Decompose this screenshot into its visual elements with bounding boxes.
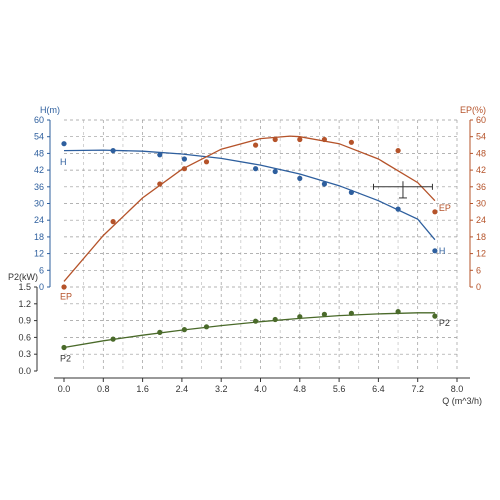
tick-label-ep: 48 xyxy=(476,148,486,158)
data-point-ep xyxy=(110,219,116,225)
data-point-h xyxy=(348,189,354,195)
data-point-p2 xyxy=(297,314,303,320)
tick-label-ep: 0 xyxy=(476,282,481,292)
data-point-p2 xyxy=(432,313,438,319)
tick-label-ep: 54 xyxy=(476,132,486,142)
data-point-h xyxy=(181,156,187,162)
data-point-ep xyxy=(253,142,259,148)
data-point-p2 xyxy=(272,316,278,323)
data-point-h xyxy=(157,152,163,158)
tick-label-p2: 0.3 xyxy=(18,349,31,359)
tick-label-p2: 0.0 xyxy=(18,366,31,376)
data-point-p2 xyxy=(61,344,67,351)
tick-label-h: 48 xyxy=(34,148,44,158)
tick-label-ep: 6 xyxy=(476,265,481,275)
data-point-ep xyxy=(181,166,187,172)
data-point-p2 xyxy=(110,336,116,342)
tick-label-h: 0 xyxy=(39,282,44,292)
data-point-p2 xyxy=(321,311,327,317)
data-point-p2 xyxy=(253,318,259,324)
series-curve-p2 xyxy=(63,312,435,349)
data-point-ep xyxy=(297,136,303,143)
data-point-ep xyxy=(157,181,163,187)
curve-label-ep-end: EP xyxy=(439,203,451,213)
data-point-h xyxy=(321,181,327,187)
tick-label-q: 7.2 xyxy=(411,384,424,394)
tick-label-q: 2.4 xyxy=(176,384,189,394)
tick-label-ep: 36 xyxy=(476,182,486,192)
data-point-h xyxy=(395,206,401,212)
tick-label-q: 5.6 xyxy=(333,384,346,394)
axis-title-p2: P2(kW) xyxy=(8,272,38,282)
axis-title-q: Q (m^3/h) xyxy=(442,396,482,406)
tick-label-q: 4.8 xyxy=(294,384,307,394)
tick-label-ep: 12 xyxy=(476,249,486,259)
tick-label-q: 1.6 xyxy=(136,384,149,394)
tick-label-h: 12 xyxy=(34,249,44,259)
data-point-h xyxy=(432,248,438,254)
data-point-ep xyxy=(61,284,67,290)
data-point-h xyxy=(297,175,303,181)
tick-label-q: 8.0 xyxy=(451,384,464,394)
tick-label-h: 36 xyxy=(34,182,44,192)
data-point-p2 xyxy=(348,310,354,316)
tick-label-q: 4.0 xyxy=(254,384,267,394)
data-point-h xyxy=(253,166,259,172)
curve-label-p2-end: P2 xyxy=(439,318,450,328)
tick-label-q: 0.0 xyxy=(58,384,71,394)
tick-label-h: 6 xyxy=(39,265,44,275)
tick-label-ep: 42 xyxy=(476,165,486,175)
data-point-p2 xyxy=(395,309,401,315)
data-point-h xyxy=(61,141,67,147)
data-point-ep xyxy=(395,148,401,154)
tick-label-p2: 0.9 xyxy=(18,316,31,326)
data-point-ep xyxy=(272,136,278,143)
curve-label-ep-start: EP xyxy=(60,292,72,302)
tick-label-h: 24 xyxy=(34,215,44,225)
tick-label-ep: 24 xyxy=(476,215,486,225)
data-point-ep xyxy=(321,136,327,143)
tick-label-q: 0.8 xyxy=(97,384,110,394)
axis-title-ep: EP(%) xyxy=(460,105,486,115)
curve-label-p2-start: P2 xyxy=(60,354,71,364)
data-point-p2 xyxy=(157,329,163,335)
data-point-p2 xyxy=(203,324,210,330)
series-curve-h xyxy=(63,149,436,241)
data-point-ep xyxy=(203,159,210,165)
axis-title-h: H(m) xyxy=(40,105,60,115)
tick-label-p2: 1.5 xyxy=(18,282,31,292)
curve-label-h-end: H xyxy=(439,246,446,256)
tick-label-ep: 60 xyxy=(476,115,486,125)
annotation-bracket xyxy=(372,181,433,199)
tick-label-ep: 18 xyxy=(476,232,486,242)
data-point-ep xyxy=(432,209,438,215)
tick-label-p2: 1.2 xyxy=(18,299,31,309)
data-point-h xyxy=(272,168,278,175)
tick-label-h: 30 xyxy=(34,199,44,209)
tick-label-q: 3.2 xyxy=(215,384,228,394)
curve-label-h-start: H xyxy=(60,157,67,167)
data-point-ep xyxy=(348,139,354,145)
grid-lines xyxy=(64,119,458,371)
tick-label-p2: 0.6 xyxy=(18,332,31,342)
data-point-h xyxy=(110,148,116,154)
tick-label-q: 6.4 xyxy=(372,384,385,394)
tick-label-h: 60 xyxy=(34,115,44,125)
tick-label-h: 18 xyxy=(34,232,44,242)
series-curve-ep xyxy=(63,135,436,282)
tick-label-h: 54 xyxy=(34,132,44,142)
tick-label-ep: 30 xyxy=(476,199,486,209)
data-point-p2 xyxy=(181,327,187,333)
tick-label-h: 42 xyxy=(34,165,44,175)
